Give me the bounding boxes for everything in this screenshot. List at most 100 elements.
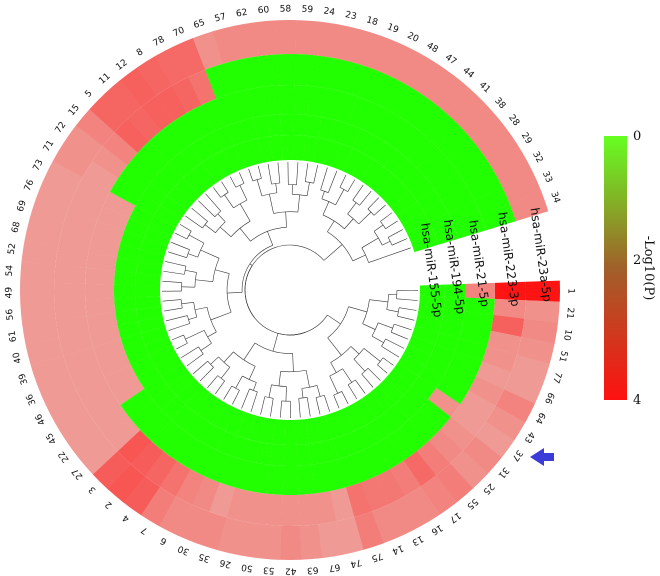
dendrogram-branch: [190, 219, 203, 229]
heatmap-cell: [89, 93, 128, 133]
heatmap-cell: [403, 451, 437, 487]
dendrogram-branch: [347, 184, 353, 192]
heatmap-cell: [192, 419, 215, 444]
heatmap-cell: [504, 372, 544, 404]
heatmap-cell: [390, 191, 418, 216]
heatmap-cell: [342, 148, 364, 176]
heatmap-cell: [345, 482, 372, 518]
heatmap-cell: [363, 443, 391, 477]
dendrogram-branch: [225, 385, 233, 397]
dendrogram-branch: [211, 375, 218, 384]
segment-label: 76: [23, 178, 37, 193]
heatmap-cell: [344, 403, 366, 431]
heatmap-cell: [458, 154, 494, 187]
dendrogram-branch: [298, 398, 301, 412]
heatmap-cell: [168, 153, 193, 178]
heatmap-cell: [396, 201, 424, 225]
heatmap-cell: [144, 226, 172, 247]
heatmap-cell: [411, 376, 437, 400]
dendrogram-branch: [369, 299, 389, 303]
heatmap-cell: [373, 141, 397, 167]
dendrogram-branch: [218, 356, 230, 368]
heatmap-cell: [43, 160, 83, 194]
segment-label: 62: [235, 8, 248, 20]
heatmap-cell: [332, 435, 352, 460]
segment-label: 6: [159, 535, 169, 547]
heatmap-cell: [453, 214, 487, 239]
heatmap-cell: [74, 176, 111, 207]
segment-label: 38: [492, 96, 507, 111]
segment-label: 20: [405, 31, 420, 45]
heatmap-cell: [396, 126, 427, 159]
heatmap-cell: [181, 412, 205, 437]
heatmap-cell: [188, 69, 217, 106]
heatmap-cell: [463, 436, 502, 474]
heatmap-cell: [280, 114, 295, 136]
heatmap-cell: [350, 28, 380, 68]
dendrogram-branch: [391, 242, 399, 246]
heatmap-cell: [502, 171, 542, 204]
heatmap-cell: [429, 212, 454, 234]
heatmap-cell: [354, 511, 384, 550]
heatmap-cell: [127, 106, 162, 142]
dendrogram-branch: [382, 357, 389, 362]
dendrogram-branch: [183, 226, 192, 232]
heatmap-cell: [52, 142, 93, 178]
dendrogram-branch: [390, 324, 395, 333]
heatmap-cell: [55, 406, 95, 442]
dendrogram-branch: [185, 330, 205, 340]
dendrogram-branch: [387, 237, 393, 246]
heatmap-cell: [439, 320, 463, 339]
heatmap-cell: [426, 113, 461, 149]
segment-label: 31: [496, 465, 511, 480]
heatmap-cell: [435, 332, 460, 352]
heatmap-cell: [406, 136, 438, 169]
heatmap-cell: [136, 56, 172, 96]
heatmap-cell: [168, 371, 196, 396]
heatmap-cell: [299, 524, 323, 560]
heatmap-cell: [176, 378, 203, 405]
dendrogram-branch: [327, 314, 341, 325]
segment-label: 3: [87, 484, 98, 495]
heatmap-cell: [303, 135, 318, 163]
heatmap-cell: [368, 166, 394, 193]
dendrogram-branch: [243, 388, 250, 404]
dendrogram-branch: [351, 179, 356, 185]
dendrogram-branch: [383, 369, 388, 374]
heatmap-cell: [472, 118, 512, 156]
dendrogram-branch: [188, 234, 205, 244]
segment-label: 52: [7, 243, 19, 256]
dendrogram-branch: [297, 194, 300, 213]
heatmap-cell: [105, 417, 141, 452]
heatmap-cell: [360, 159, 384, 187]
dendrogram-branch: [175, 334, 184, 339]
heatmap-cell: [223, 145, 244, 173]
dendrogram-branch: [361, 373, 368, 382]
dendrogram-branch: [335, 189, 345, 206]
segment-label: 29: [519, 131, 534, 146]
heatmap-cell: [201, 131, 224, 156]
segment-label: 18: [365, 15, 379, 28]
heatmap-cell: [24, 219, 63, 247]
heatmap-cell: [85, 298, 116, 316]
dendrogram-branch: [257, 165, 260, 172]
heatmap-cell: [419, 399, 451, 430]
dendrogram-branch: [358, 211, 372, 225]
segment-label: 77: [550, 370, 563, 384]
heatmap-cell: [276, 54, 296, 86]
dendrogram-branch: [372, 197, 379, 204]
heatmap-cell: [441, 186, 475, 214]
heatmap-cell: [449, 351, 483, 377]
heatmap-cell: [107, 464, 145, 503]
dendrogram-branch: [174, 323, 190, 329]
heatmap-cell: [425, 159, 459, 190]
legend-title: -Log10(P): [641, 236, 656, 301]
heatmap-cell: [385, 117, 414, 150]
segment-label: 71: [42, 139, 56, 154]
segment-label: 27: [70, 466, 85, 481]
dendrogram-branch: [179, 245, 190, 250]
dendrogram-branch: [240, 174, 245, 184]
heatmap-cell: [275, 19, 297, 55]
segment-label: 48: [425, 41, 440, 56]
dendrogram-branch: [186, 363, 190, 367]
